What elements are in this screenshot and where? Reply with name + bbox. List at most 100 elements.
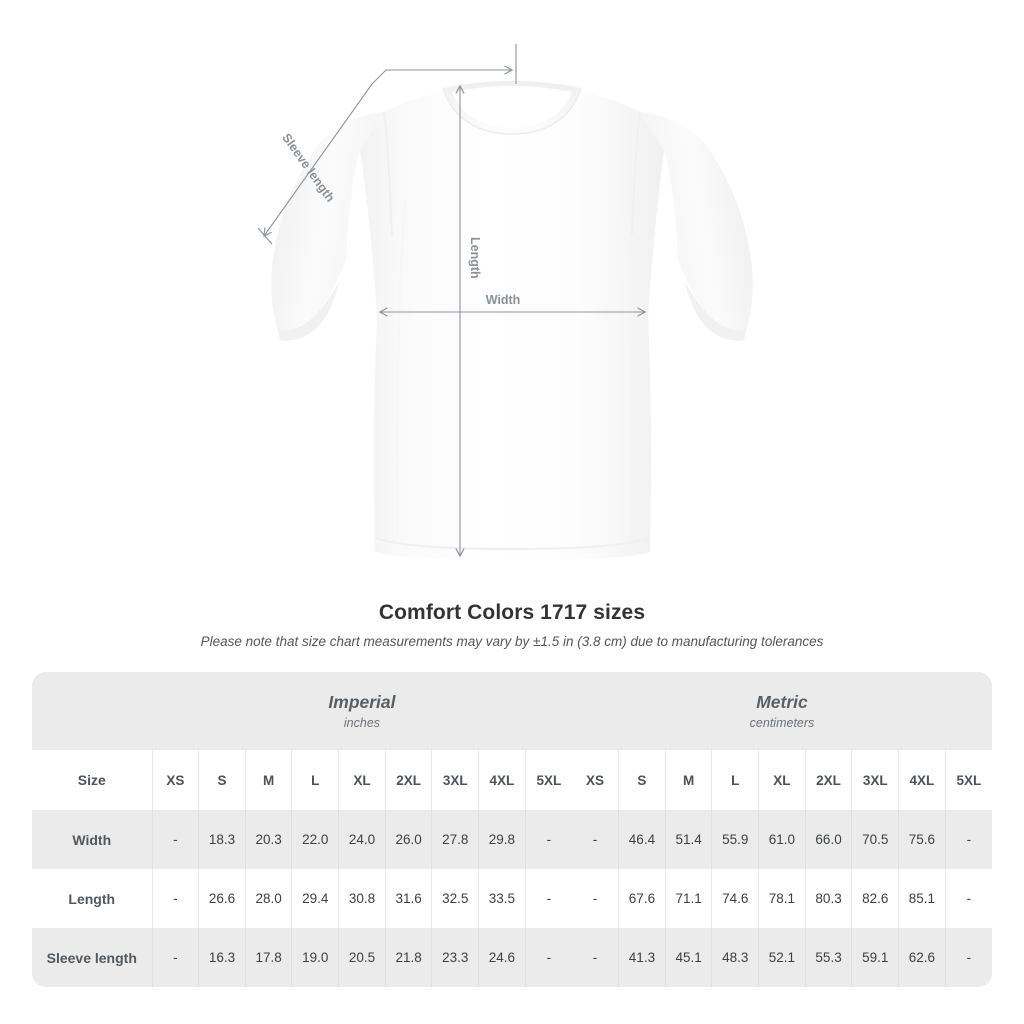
unit-band-imperial: Imperial inches [152,672,572,750]
cell-width-imperial-4xl: 29.8 [478,810,526,869]
cell-length-imperial-xl: 30.8 [338,869,386,928]
cell-sleeve-length-imperial-xs: - [151,928,199,987]
width-label: Width [486,293,521,307]
shirt-torso [360,84,664,560]
size-chart-container: Imperial inches Metric centimeters Size XS S M L… [32,672,992,987]
row-label-sleeve-length: Sleeve length [32,928,152,987]
table-row: Length -26.6 28.0 29.4 30.8 31.6 32.5 33.5- -67.… [32,869,992,928]
drape-line-left [396,199,407,539]
row-label-width: Width [32,810,152,869]
cell-width-imperial-5xl: - [524,810,572,869]
shirt-collar-inner [452,86,572,128]
cell-sleeve-length-imperial-5xl: - [524,928,572,987]
size-header-imperial-5xl: 5XL [524,750,572,810]
size-header-imperial-4xl: 4XL [478,750,526,810]
cell-sleeve-length-imperial-3xl: 23.3 [431,928,479,987]
size-header-imperial-xl: XL [338,750,386,810]
cell-length-imperial-xs: - [151,869,199,928]
cell-length-imperial-3xl: 32.5 [431,869,479,928]
cell-sleeve-length-metric-5xl: - [944,928,992,987]
cell-width-metric-s: 46.4 [618,810,666,869]
shirt-cuff-right [685,282,746,341]
cell-width-metric-5xl: - [944,810,992,869]
cell-sleeve-length-metric-xs: - [571,928,619,987]
cell-width-imperial-2xl: 26.0 [384,810,432,869]
cell-sleeve-length-imperial-2xl: 21.8 [384,928,432,987]
sleeve-length-arrow [263,69,455,237]
size-header-row: Size XS S M L XL 2XL 3XL 4XL 5XL XS S M L XL 2XL 3XL 4XL 5… [32,750,992,810]
size-chart-table: Imperial inches Metric centimeters Size XS S M L… [32,672,992,987]
size-header-metric-5xl: 5XL [944,750,992,810]
row-label-length: Length [32,869,152,928]
shirt-hem [374,536,651,551]
size-column-header: Size [32,750,152,810]
cell-sleeve-length-metric-4xl: 62.6 [898,928,946,987]
cell-length-imperial-5xl: - [524,869,572,928]
cell-sleeve-length-metric-2xl: 55.3 [804,928,852,987]
cell-length-metric-xs: - [571,869,619,928]
cell-width-metric-xs: - [571,810,619,869]
tshirt-svg: Sleeve length Length Width [257,44,753,560]
unit-band-row: Imperial inches Metric centimeters [32,672,992,750]
cell-width-metric-2xl: 66.0 [804,810,852,869]
tolerance-note: Please note that size chart measurements… [200,634,824,649]
size-header-imperial-2xl: 2XL [384,750,432,810]
cell-width-metric-l: 55.9 [711,810,759,869]
cell-length-metric-2xl: 80.3 [804,869,852,928]
size-header-metric-m: M [664,750,712,810]
size-header-imperial-m: M [244,750,292,810]
cell-length-metric-l: 74.6 [711,869,759,928]
cell-sleeve-length-metric-3xl: 59.1 [851,928,899,987]
cell-length-imperial-4xl: 33.5 [478,869,526,928]
size-header-imperial-s: S [198,750,246,810]
drape-line-right [618,199,629,539]
tshirt-illustration: Sleeve length Length Width [257,44,753,560]
unit-band-spacer [32,672,152,750]
table-row: Width -18.3 20.3 22.0 24.0 26.0 27.8 29.8- -46.4… [32,810,992,869]
cell-sleeve-length-imperial-xl: 20.5 [338,928,386,987]
unit-subtitle: centimeters [749,716,815,730]
measure-guides [257,44,646,557]
cell-length-metric-3xl: 82.6 [851,869,899,928]
size-header-metric-3xl: 3XL [851,750,899,810]
unit-subtitle: inches [343,716,381,730]
cell-width-imperial-xl: 24.0 [338,810,386,869]
size-header-metric-2xl: 2XL [804,750,852,810]
shirt-body-group [271,81,753,560]
unit-band-metric: Metric centimeters [571,672,992,750]
shoulder-seam-right [631,111,641,237]
unit-name: Imperial [328,692,396,712]
cell-sleeve-length-imperial-4xl: 24.6 [478,928,526,987]
cell-sleeve-length-imperial-l: 19.0 [291,928,339,987]
shoulder-seam-left [383,111,393,237]
cell-width-imperial-xs: - [151,810,199,869]
cell-length-imperial-l: 29.4 [291,869,339,928]
cell-sleeve-length-metric-s: 41.3 [618,928,666,987]
size-header-metric-l: L [711,750,759,810]
sleeve-length-tick [257,227,273,245]
size-header-metric-s: S [618,750,666,810]
shirt-cuff-left [278,282,339,341]
unit-name: Metric [756,692,808,712]
cell-width-metric-m: 51.4 [664,810,712,869]
length-label: Length [468,237,482,279]
heading-block: Comfort Colors 1717 sizes Please note th… [0,598,1024,651]
cell-width-imperial-m: 20.3 [244,810,292,869]
cell-sleeve-length-metric-m: 45.1 [664,928,712,987]
cell-length-metric-xl: 78.1 [758,869,806,928]
table-row: Sleeve length -16.3 17.8 19.0 20.5 21.8 23.3 24… [32,928,992,987]
size-header-metric-xl: XL [758,750,806,810]
cell-sleeve-length-metric-xl: 52.1 [758,928,806,987]
cell-width-metric-xl: 61.0 [758,810,806,869]
cell-length-metric-4xl: 85.1 [898,869,946,928]
cell-width-metric-4xl: 75.6 [898,810,946,869]
page-title: Comfort Colors 1717 sizes [378,601,646,624]
cell-length-imperial-s: 26.6 [198,869,246,928]
size-header-imperial-xs: XS [151,750,199,810]
cell-sleeve-length-metric-l: 48.3 [711,928,759,987]
cell-width-imperial-s: 18.3 [198,810,246,869]
cell-sleeve-length-imperial-m: 17.8 [244,928,292,987]
cell-length-imperial-2xl: 31.6 [384,869,432,928]
size-header-imperial-l: L [291,750,339,810]
shirt-sleeve-left [271,112,384,331]
